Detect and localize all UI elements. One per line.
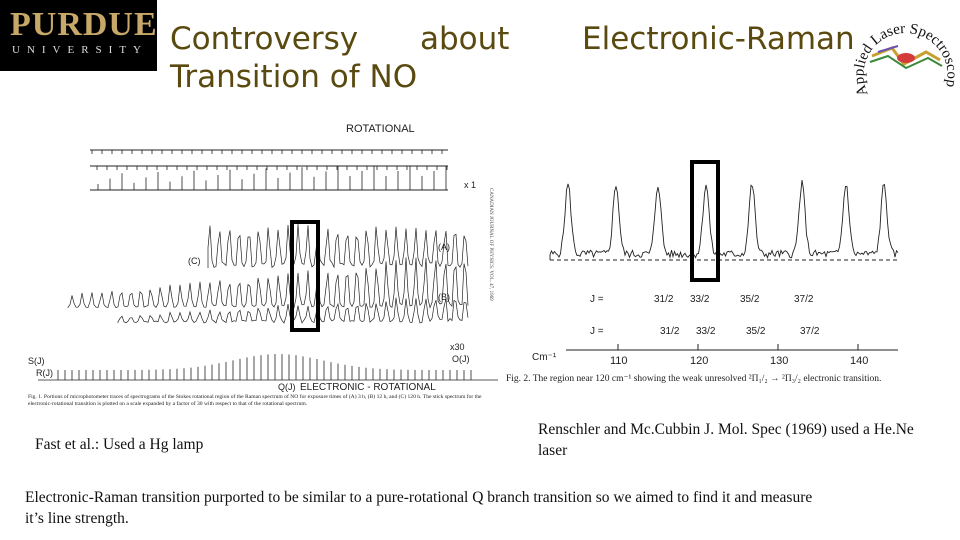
fig2-j-lower-label: 31/2 <box>660 326 680 337</box>
figure-1: ROTATIONAL (C) (A) (B) x 1 x30 S(J) R(J)… <box>28 118 506 416</box>
fig1-oj-label: O(J) <box>452 354 470 364</box>
fig1-header: ROTATIONAL <box>346 123 415 135</box>
left-caption: Fast et al.: Used a Hg lamp <box>35 436 204 453</box>
fig2-j-lower-label: 33/2 <box>696 326 716 337</box>
fig1-scale-x1: x 1 <box>464 180 476 190</box>
title-word-3: Electronic-Raman <box>582 21 855 57</box>
bottom-caption: Electronic-Raman transition purported to… <box>25 489 813 527</box>
fig1-trace-a-label: (A) <box>438 242 450 252</box>
fig2-highlight-box <box>690 160 720 282</box>
title-word-2: about <box>420 21 510 57</box>
figure-2-spectrum: 31/2 33/2 35/2 37/2 31/2 33/2 35/2 37/2 J = J = 1… <box>506 150 946 402</box>
figure-2: 31/2 33/2 35/2 37/2 31/2 33/2 35/2 37/2 J = J = 1… <box>506 150 946 402</box>
fig2-j-lower-label: 37/2 <box>800 326 820 337</box>
fig2-axis-tick-label: 110 <box>610 355 628 367</box>
fig1-trace-line <box>207 223 469 269</box>
fig1-trace-line <box>67 257 469 309</box>
fig1-sj-label: S(J) <box>28 356 45 366</box>
fig2-trace-line <box>549 180 899 260</box>
fig2-caption: Fig. 2. The region near 120 cm⁻¹ showing… <box>506 374 882 384</box>
fig1-rj-label: R(J) <box>36 368 53 378</box>
fig2-axis-tick-label: 120 <box>690 355 708 367</box>
fig2-j-upper-label: 37/2 <box>794 294 814 305</box>
fig2-axis-tick-label: 140 <box>850 355 868 367</box>
fig2-j-prefix: J = <box>590 326 604 337</box>
title-word-1: Controversy <box>170 21 359 57</box>
fig1-scale-x30: x30 <box>450 342 465 352</box>
laser-lab-logo: Applied Laser Spectroscopy Laboratory <box>848 6 958 98</box>
fig2-j-upper-label: 31/2 <box>654 294 674 305</box>
fig2-axis-tick-label: 130 <box>770 355 788 367</box>
title-line-2: Transition of NO <box>170 59 418 95</box>
fig1-trace-c-label: (C) <box>188 256 201 266</box>
right-caption: Renschler and Mc.Cubbin J. Mol. Spec (19… <box>538 421 914 459</box>
fig1-trace-b-label: (B) <box>438 292 450 302</box>
fig1-highlight-box <box>290 220 320 332</box>
logo-subtitle: UNIVERSITY <box>12 44 148 56</box>
fig2-j-upper-label: 33/2 <box>690 294 710 305</box>
svg-text:Applied Laser Spectroscopy Lab: Applied Laser Spectroscopy Laboratory <box>848 6 958 98</box>
fig1-journal-side-text: CANADIAN JOURNAL OF PHYSICS. VOL. 47, 19… <box>488 188 493 301</box>
fig1-qj-label: Q(J) <box>278 382 296 392</box>
purdue-logo: PURDUE UNIVERSITY <box>0 0 157 71</box>
figure-1-spectrum: ROTATIONAL (C) (A) (B) x 1 x30 S(J) R(J)… <box>28 118 506 416</box>
fig2-axis-unit: Cm⁻¹ <box>532 352 557 363</box>
lab-logo-text: Applied Laser Spectroscopy Laboratory <box>848 6 958 98</box>
logo-wordmark: PURDUE <box>10 6 158 43</box>
fig2-j-upper-label: 35/2 <box>740 294 760 305</box>
fig2-j-lower-label: 35/2 <box>746 326 766 337</box>
fig2-j-prefix: J = <box>590 294 604 305</box>
fig1-bottom-label: ELECTRONIC - ROTATIONAL <box>300 382 436 393</box>
fig1-caption: Fig. 1. Portions of microphotometer trac… <box>28 394 482 407</box>
